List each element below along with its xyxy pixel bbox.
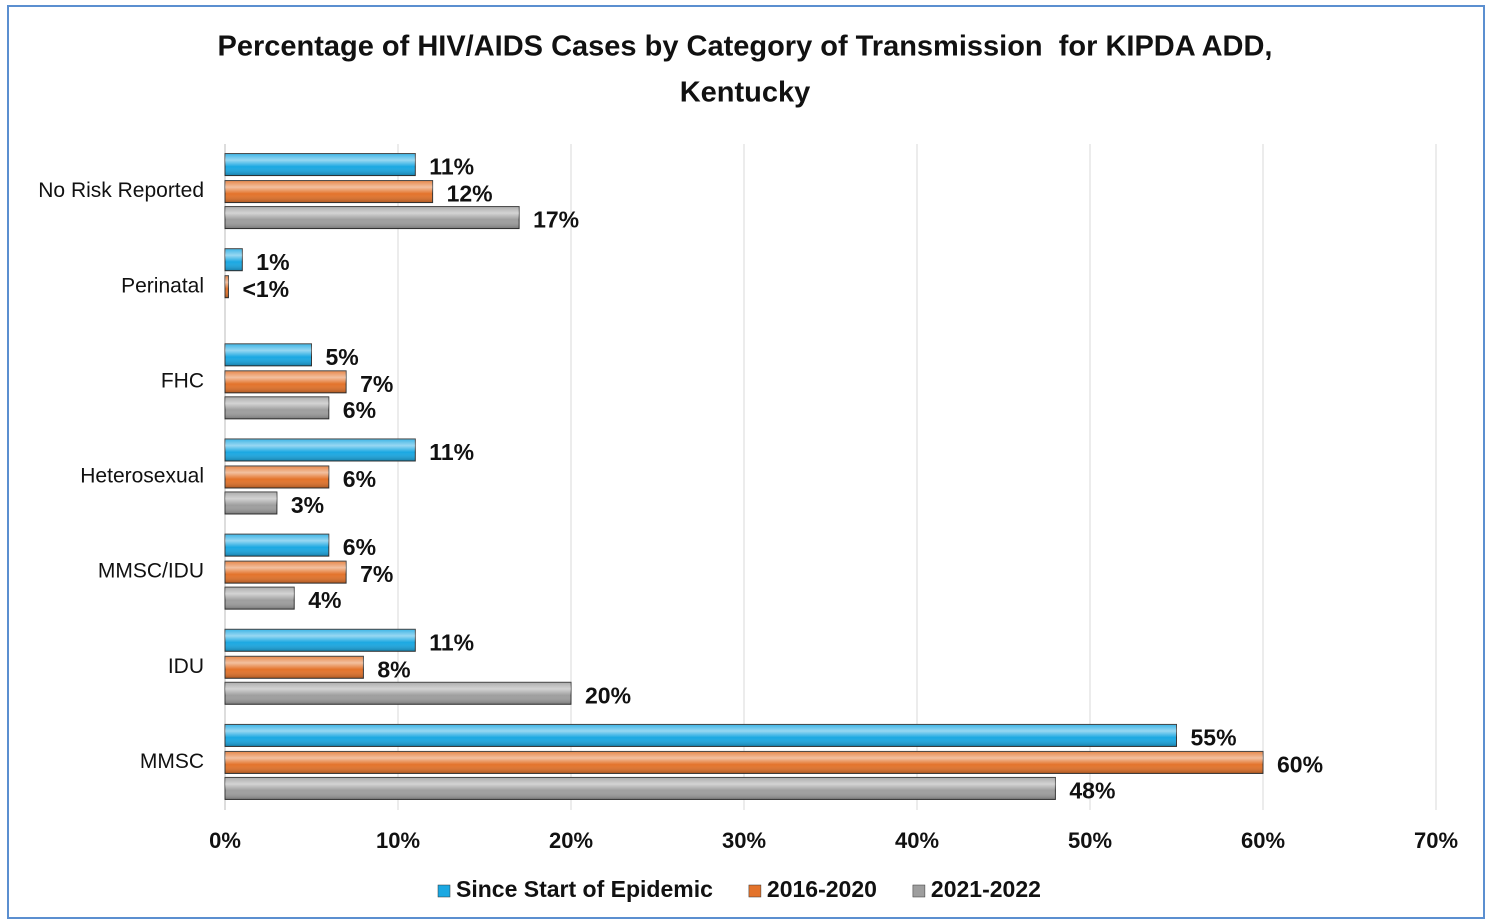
data-label: 6% — [343, 397, 376, 423]
legend-label: 2021-2022 — [931, 876, 1041, 902]
data-label: 7% — [360, 561, 393, 587]
data-label: 4% — [308, 587, 341, 613]
y-tick-label: No Risk Reported — [38, 179, 204, 202]
y-tick-label: Heterosexual — [80, 465, 204, 488]
bar — [224, 491, 278, 515]
bar — [224, 343, 312, 367]
data-label: 17% — [533, 207, 579, 233]
data-label: 60% — [1277, 752, 1323, 778]
data-label: 11% — [429, 439, 474, 465]
data-label: 6% — [343, 534, 376, 560]
y-tick-label: MMSC/IDU — [98, 560, 204, 583]
y-tick-label: IDU — [168, 655, 204, 678]
bar — [224, 681, 572, 705]
data-label: 8% — [377, 656, 410, 682]
x-tick-label: 10% — [376, 828, 420, 853]
bar — [224, 655, 364, 679]
x-tick-label: 40% — [895, 828, 939, 853]
data-label: 55% — [1191, 725, 1237, 751]
chart-title: Percentage of HIV/AIDS Cases by Category… — [218, 31, 1273, 63]
bar — [224, 370, 347, 394]
bar — [224, 206, 520, 230]
bar — [224, 180, 434, 204]
x-tick-label: 30% — [722, 828, 766, 853]
legend-swatch — [912, 884, 926, 898]
data-label: 3% — [291, 492, 324, 518]
bar — [224, 533, 330, 557]
x-tick-label: 50% — [1068, 828, 1112, 853]
bar — [224, 586, 295, 610]
x-tick-label: 0% — [209, 828, 241, 853]
data-label: 6% — [343, 466, 376, 492]
data-label: 1% — [256, 249, 289, 275]
x-tick-label: 20% — [549, 828, 593, 853]
x-tick-label: 60% — [1241, 828, 1285, 853]
data-label: <1% — [242, 276, 289, 302]
bar — [224, 723, 1177, 747]
data-label: 7% — [360, 371, 393, 397]
y-tick-label: MMSC — [140, 750, 204, 773]
y-tick-label: Perinatal — [121, 274, 204, 297]
bar — [224, 396, 330, 420]
bar — [224, 560, 347, 584]
bar — [224, 465, 330, 489]
bar — [224, 628, 416, 652]
bar — [224, 153, 416, 177]
bar — [224, 248, 243, 272]
data-label: 20% — [585, 682, 631, 708]
x-tick-label: 70% — [1414, 828, 1458, 853]
bar — [224, 776, 1056, 800]
bar — [224, 275, 229, 299]
y-tick-label: FHC — [161, 369, 204, 392]
legend-swatch — [437, 884, 451, 898]
data-label: 11% — [429, 629, 474, 655]
data-label: 11% — [429, 154, 474, 180]
data-label: 5% — [326, 344, 359, 370]
chart-title: Kentucky — [680, 77, 811, 109]
legend-label: Since Start of Epidemic — [456, 876, 713, 902]
data-label: 48% — [1069, 778, 1115, 804]
bar — [224, 438, 416, 462]
legend-label: 2016-2020 — [767, 876, 877, 902]
legend-swatch — [748, 884, 762, 898]
data-label: 12% — [447, 181, 493, 207]
bar — [224, 750, 1264, 774]
